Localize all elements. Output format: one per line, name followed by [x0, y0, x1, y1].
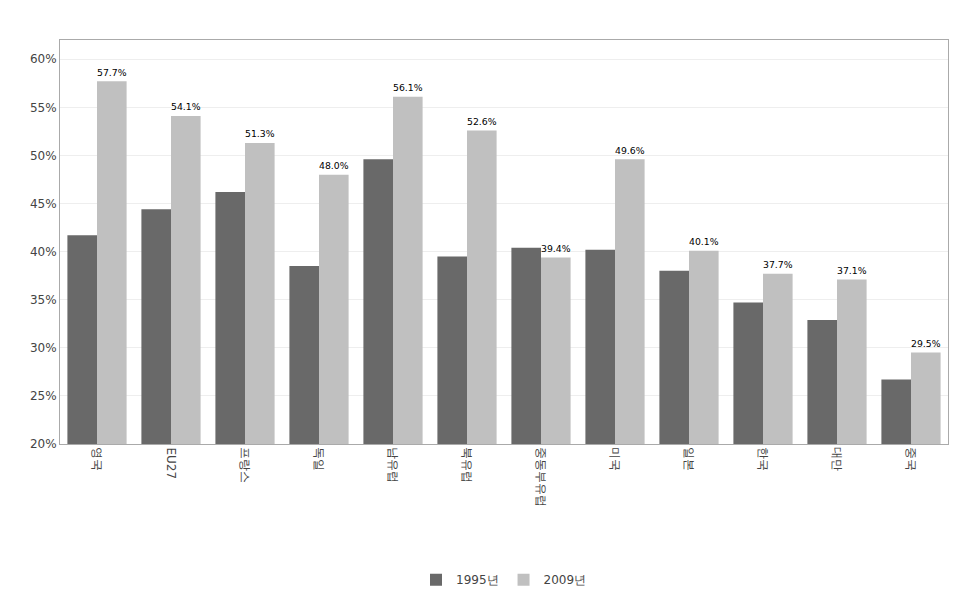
svg-text:60%: 60% [30, 52, 57, 66]
svg-text:중국: 중국 [904, 447, 918, 471]
svg-text:일본: 일본 [682, 447, 696, 471]
svg-text:57.7%: 57.7% [97, 67, 127, 78]
svg-text:20%: 20% [30, 437, 57, 451]
svg-text:37.7%: 37.7% [763, 259, 793, 270]
svg-text:프랑스: 프랑스 [238, 447, 252, 483]
svg-text:영국: 영국 [90, 447, 104, 471]
svg-text:54.1%: 54.1% [171, 101, 201, 112]
svg-text:대만: 대만 [830, 447, 844, 471]
svg-text:EU27: EU27 [164, 447, 178, 479]
svg-text:1995년: 1995년 [456, 573, 499, 587]
svg-text:2009년: 2009년 [544, 573, 587, 587]
svg-text:52.6%: 52.6% [467, 116, 497, 127]
svg-text:25%: 25% [30, 389, 57, 403]
svg-text:40%: 40% [30, 245, 57, 259]
svg-text:40.1%: 40.1% [689, 236, 719, 247]
svg-text:35%: 35% [30, 293, 57, 307]
svg-text:50%: 50% [30, 149, 57, 163]
svg-text:30%: 30% [30, 341, 57, 355]
svg-text:39.4%: 39.4% [541, 243, 571, 254]
svg-text:51.3%: 51.3% [245, 128, 275, 139]
svg-text:북유럽: 북유럽 [460, 447, 474, 483]
svg-text:중동부유럽: 중동부유럽 [534, 447, 548, 507]
svg-text:45%: 45% [30, 197, 57, 211]
svg-text:55%: 55% [30, 101, 57, 115]
svg-text:48.0%: 48.0% [319, 160, 349, 171]
svg-text:49.6%: 49.6% [615, 145, 645, 156]
svg-text:미국: 미국 [608, 447, 622, 471]
svg-text:남유럽: 남유럽 [386, 447, 400, 483]
svg-text:한국: 한국 [756, 447, 770, 471]
svg-text:독일: 독일 [312, 447, 326, 471]
svg-text:56.1%: 56.1% [393, 82, 423, 93]
svg-text:29.5%: 29.5% [911, 338, 941, 349]
svg-text:37.1%: 37.1% [837, 265, 867, 276]
